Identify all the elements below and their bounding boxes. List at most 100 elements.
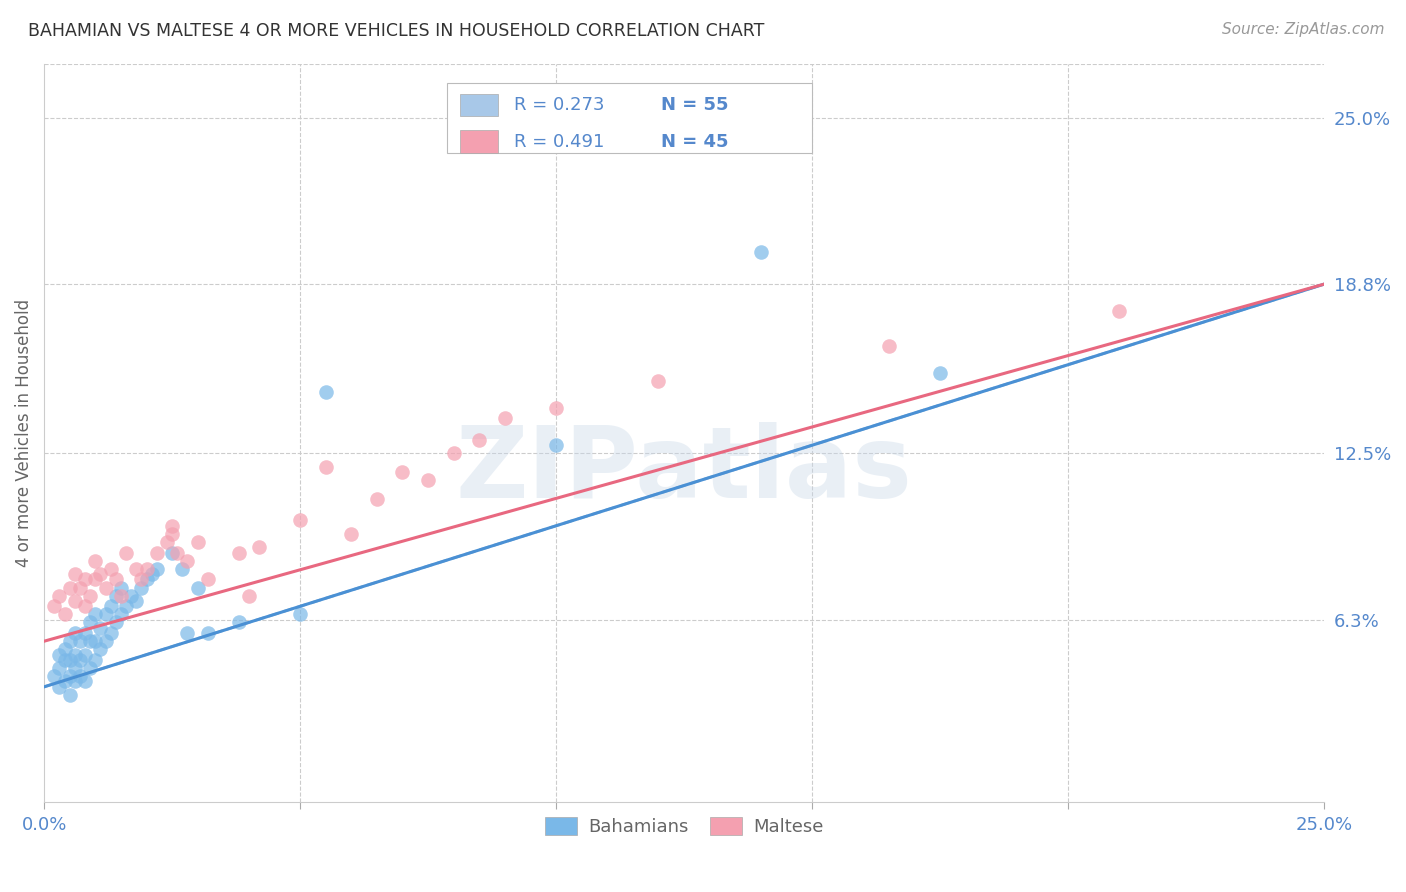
Text: N = 45: N = 45 [661,133,728,151]
Point [125,594,148,608]
Point [48,589,70,603]
Point [79,661,101,675]
Point [63,567,86,582]
Point [104,573,127,587]
Point [647,374,669,388]
Point [84,573,107,587]
Point [145,546,167,560]
Point [125,562,148,576]
Point [59,581,82,595]
Point [44,599,66,614]
Legend: Bahamians, Maltese: Bahamians, Maltese [536,807,832,845]
Point [929,366,952,380]
Point [89,567,111,582]
Point [84,554,107,568]
Point [84,607,107,622]
FancyBboxPatch shape [460,94,499,116]
Point [89,642,111,657]
Point [176,554,198,568]
Point [749,244,772,259]
Point [120,589,142,603]
Point [104,589,127,603]
Point [69,634,91,648]
Point [366,491,388,506]
Point [63,661,86,675]
Text: N = 55: N = 55 [661,95,728,113]
Point [53,642,76,657]
Point [89,621,111,635]
Point [1108,304,1130,318]
Point [160,526,183,541]
Point [53,674,76,689]
Point [131,581,153,595]
Point [59,669,82,683]
Point [84,653,107,667]
Text: BAHAMIAN VS MALTESE 4 OR MORE VEHICLES IN HOUSEHOLD CORRELATION CHART: BAHAMIAN VS MALTESE 4 OR MORE VEHICLES I… [28,22,765,40]
Point [141,567,163,582]
Point [75,573,97,587]
Point [59,634,82,648]
Point [315,384,337,399]
Point [69,669,91,683]
Point [69,581,91,595]
Point [288,607,311,622]
Point [100,562,122,576]
Point [75,626,97,640]
Point [104,615,127,630]
Point [100,626,122,640]
Point [84,634,107,648]
Point [166,546,188,560]
Point [53,653,76,667]
Point [69,653,91,667]
Point [416,473,439,487]
Point [160,518,183,533]
Point [63,674,86,689]
Point [546,401,568,415]
Text: R = 0.491: R = 0.491 [513,133,605,151]
Point [110,581,132,595]
Point [79,615,101,630]
Point [53,607,76,622]
Point [100,599,122,614]
Point [494,411,516,425]
Point [172,562,194,576]
Point [94,607,117,622]
Point [145,562,167,576]
Point [94,581,117,595]
Point [197,626,219,640]
Point [110,589,132,603]
Point [315,459,337,474]
Point [228,546,250,560]
Point [75,648,97,662]
Point [63,626,86,640]
Point [468,433,491,447]
Point [877,339,900,353]
FancyBboxPatch shape [447,83,813,153]
Point [63,648,86,662]
Point [79,589,101,603]
Point [79,634,101,648]
Point [44,669,66,683]
Point [75,674,97,689]
Point [391,465,413,479]
Point [48,648,70,662]
Point [115,546,138,560]
Point [135,562,157,576]
Point [115,599,138,614]
Point [187,581,209,595]
Point [197,573,219,587]
Point [75,599,97,614]
Point [238,589,260,603]
Point [135,573,157,587]
FancyBboxPatch shape [460,130,499,153]
Point [48,680,70,694]
Point [443,446,465,460]
Point [247,541,270,555]
Point [546,438,568,452]
Point [110,607,132,622]
Y-axis label: 4 or more Vehicles in Household: 4 or more Vehicles in Household [15,299,32,567]
Point [340,526,363,541]
Point [63,594,86,608]
Text: ZIPatlas: ZIPatlas [456,422,912,518]
Point [176,626,198,640]
